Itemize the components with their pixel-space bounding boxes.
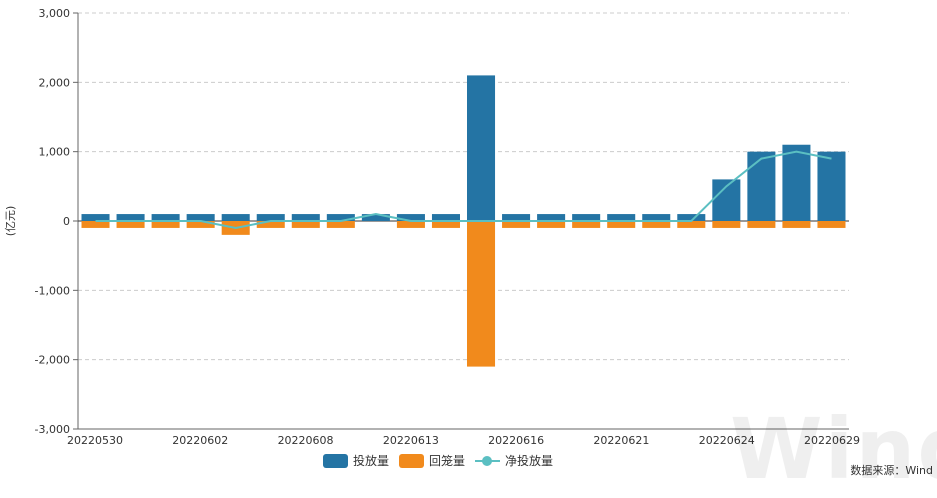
bar-1-11[interactable]: [467, 221, 496, 367]
y-tick-label: 3,000: [39, 7, 71, 20]
bar-0-11[interactable]: [467, 75, 496, 222]
bar-0-9[interactable]: [396, 214, 425, 221]
x-tick-label: 20220602: [172, 434, 228, 447]
bar-1-15[interactable]: [607, 221, 636, 228]
bar-1-1[interactable]: [116, 221, 145, 228]
legend-item-net[interactable]: 净投放量: [475, 452, 553, 469]
bar-0-12[interactable]: [502, 214, 531, 221]
bar-1-3[interactable]: [186, 221, 215, 228]
bar-0-20[interactable]: [782, 144, 811, 221]
legend: 投放量 回笼量 净投放量: [323, 452, 563, 469]
axis-labels: -3,000 -2,000 -1,000 0 1,000 2,000 3,000 202205…: [35, 7, 860, 447]
watermark-logo: Wind: [730, 400, 937, 498]
bar-0-5[interactable]: [256, 214, 285, 221]
bar-0-14[interactable]: [572, 214, 601, 221]
legend-swatch-net: [475, 454, 501, 468]
bar-1-0[interactable]: [81, 221, 110, 228]
bar-1-12[interactable]: [502, 221, 531, 228]
bar-1-20[interactable]: [782, 221, 811, 228]
bar-0-6[interactable]: [291, 214, 320, 221]
y-axis-label: (亿元): [4, 206, 17, 237]
bar-0-1[interactable]: [116, 214, 145, 221]
bar-0-19[interactable]: [747, 151, 776, 221]
x-tick-label: 20220616: [488, 434, 544, 447]
y-tick-label: -1,000: [35, 284, 70, 297]
bar-0-17[interactable]: [677, 214, 706, 221]
bar-1-7[interactable]: [326, 221, 355, 228]
bar-0-3[interactable]: [186, 214, 215, 221]
net-line: [95, 150, 832, 229]
x-tick-label: 20220629: [804, 434, 860, 447]
bars: [81, 75, 846, 367]
bar-1-16[interactable]: [642, 221, 671, 228]
y-tick-label: 2,000: [39, 76, 71, 89]
legend-swatch-investment: [323, 453, 348, 468]
bar-0-16[interactable]: [642, 214, 671, 221]
bar-0-15[interactable]: [607, 214, 636, 221]
y-tick-label: -3,000: [35, 423, 70, 436]
bar-0-10[interactable]: [431, 214, 460, 221]
bar-1-21[interactable]: [817, 221, 846, 228]
bar-1-5[interactable]: [256, 221, 285, 228]
legend-item-investment[interactable]: 投放量: [323, 452, 389, 469]
y-tick-label: -2,000: [35, 354, 70, 367]
bar-1-10[interactable]: [431, 221, 460, 228]
legend-swatch-withdrawal: [399, 453, 425, 468]
x-tick-label: 20220613: [383, 434, 439, 447]
legend-label-investment: 投放量: [353, 454, 390, 468]
bar-0-4[interactable]: [221, 214, 250, 221]
bar-1-9[interactable]: [396, 221, 425, 228]
x-tick-label: 20220608: [278, 434, 334, 447]
net-line-path[interactable]: [95, 150, 832, 229]
bar-1-13[interactable]: [537, 221, 566, 228]
bar-1-14[interactable]: [572, 221, 601, 228]
bar-0-13[interactable]: [537, 214, 566, 221]
y-tick-label: 1,000: [39, 146, 71, 159]
bar-1-17[interactable]: [677, 221, 706, 228]
legend-label-net: 净投放量: [505, 454, 554, 468]
x-tick-label: 20220624: [699, 434, 755, 447]
bar-0-2[interactable]: [151, 214, 180, 221]
legend-label-withdrawal: 回笼量: [429, 454, 466, 468]
bar-0-7[interactable]: [326, 214, 355, 221]
bar-1-19[interactable]: [747, 221, 776, 228]
x-tick-label: 20220530: [67, 434, 123, 447]
x-tick-label: 20220621: [593, 434, 649, 447]
bar-0-8[interactable]: [361, 214, 390, 221]
chart: -3,000 -2,000 -1,000 0 1,000 2,000 3,000 202205…: [4, 7, 860, 447]
y-tick-label: 0: [63, 215, 70, 228]
bar-1-18[interactable]: [712, 221, 741, 228]
bar-1-6[interactable]: [291, 221, 320, 228]
bar-0-21[interactable]: [817, 151, 846, 221]
source-note: 数据来源：Wind: [850, 464, 933, 477]
bar-1-2[interactable]: [151, 221, 180, 228]
legend-item-withdrawal[interactable]: 回笼量: [399, 452, 465, 469]
bar-0-0[interactable]: [81, 214, 110, 221]
